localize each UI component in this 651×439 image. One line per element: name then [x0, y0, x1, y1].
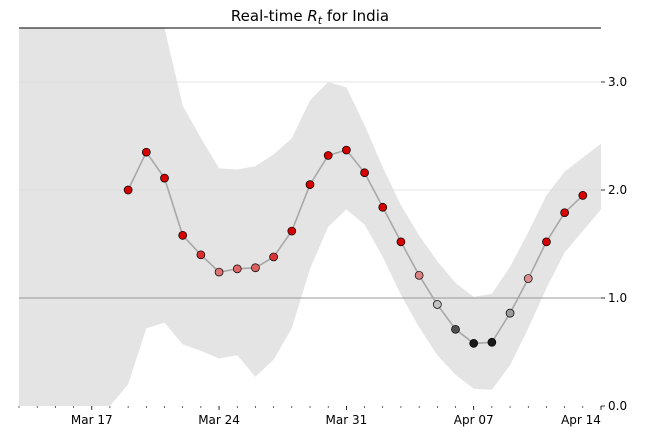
x-tick-label: Apr 14	[561, 413, 601, 427]
data-point	[378, 202, 388, 212]
y-tick-label: 0.0	[608, 399, 627, 413]
data-point	[251, 263, 260, 273]
chart-title: Real-time Rt for India	[231, 7, 389, 27]
confidence-band	[19, 28, 601, 406]
data-point	[323, 151, 333, 160]
data-point	[287, 226, 297, 236]
y-tick-label: 3.0	[608, 75, 627, 89]
data-point	[560, 208, 569, 218]
data-point	[269, 252, 278, 262]
x-tick-label: Mar 24	[198, 413, 240, 427]
data-point	[196, 250, 206, 260]
data-point	[123, 185, 133, 195]
x-tick-label: Apr 07	[454, 413, 494, 427]
data-point	[396, 237, 406, 247]
data-point	[214, 267, 224, 277]
chart-title-subscript: t	[318, 14, 323, 27]
data-point	[578, 191, 588, 200]
data-point	[342, 145, 351, 155]
chart-title-prefix: Real-time	[231, 7, 307, 25]
chart-title-suffix: for India	[322, 7, 389, 25]
data-point	[469, 339, 479, 348]
x-tick-label: Mar 31	[326, 413, 368, 427]
data-point	[141, 147, 151, 157]
data-point	[542, 237, 551, 247]
chart-title-symbol: R	[307, 7, 317, 25]
plot-area: 0.0 1.0 2.0 3.0 Mar 17 Mar 24 Mar 31 Apr 07 Apr …	[18, 27, 627, 427]
data-point	[305, 180, 315, 189]
data-point	[360, 168, 369, 178]
data-point	[432, 300, 442, 309]
data-point	[487, 337, 497, 347]
y-tick-label: 2.0	[608, 183, 627, 197]
data-point	[232, 264, 242, 274]
x-tick-label: Mar 17	[71, 413, 113, 427]
data-point	[505, 308, 515, 318]
data-point	[178, 231, 188, 240]
data-point	[523, 274, 533, 283]
data-point	[451, 324, 460, 334]
data-point	[414, 270, 424, 280]
y-tick-label: 1.0	[608, 291, 627, 305]
data-point	[160, 173, 169, 183]
